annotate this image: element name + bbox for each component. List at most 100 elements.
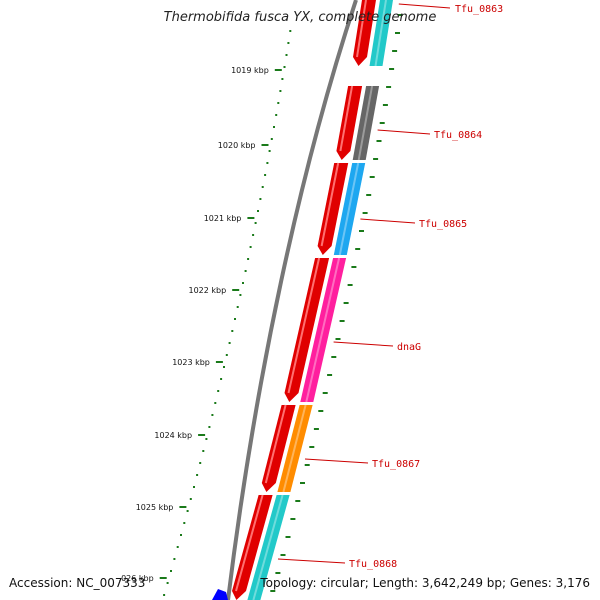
gene-label: Tfu_0865 [419,219,467,230]
outer-tick [351,266,357,268]
tick-dot [264,174,267,176]
outer-tick [369,176,375,178]
kbp-tick [215,361,223,363]
tick-dot [244,270,247,272]
tick-dot [180,534,182,536]
cog-band [369,0,393,66]
gene-label: Tfu_0863 [455,4,503,15]
outer-tick [327,374,333,376]
cds-track [232,0,376,600]
label-leader-line [333,341,394,347]
cds-highlight [320,162,340,247]
kbp-tick-label: 1022 kbp [188,286,226,295]
tick-dot [252,234,255,236]
accession-label: Accession: NC_007333 [9,576,146,590]
cds-highlight [264,404,287,484]
outer-tick [304,464,310,466]
tick-dot [234,318,236,320]
tick-dot [270,138,273,140]
tick-dot [257,210,259,212]
label-leader-line [360,218,416,224]
cog-highlight [374,0,387,67]
cds-highlight [339,85,354,152]
outer-tick [335,338,341,340]
outer-tick [392,50,398,52]
outer-tick [382,104,388,106]
tick-dot [239,294,242,296]
kbp-tick [247,217,255,219]
cds-highlight [235,494,264,592]
tick-dot [223,366,225,368]
kbp-tick [198,434,206,436]
tick-dot [217,390,220,392]
outer-tick [309,446,315,448]
cog-highlight [305,257,341,403]
kbp-tick [159,577,167,579]
tick-dot [202,450,205,452]
outer-tick [386,86,392,88]
tick-dot [163,594,166,596]
kbp-tick-label: .026 kbp [119,574,154,583]
outer-tick [322,392,328,394]
tick-dot [183,522,186,524]
cds-arrow [284,258,330,402]
kbp-tick-label: 1020 kbp [218,141,256,150]
outer-tick [331,356,337,358]
tick-dot [166,582,169,584]
kbp-tick [232,289,240,291]
outer-tick [379,122,385,124]
tick-dot [254,222,257,224]
outer-tick [376,140,382,142]
outer-tick-ring [270,14,403,592]
outer-tick [366,194,372,196]
outer-tick [285,536,291,538]
tick-dot [287,42,290,44]
gene-label: dnaG [397,342,421,353]
kbp-tick-label: 1024 kbp [154,431,192,440]
tick-dot [231,330,234,332]
tick-dot [214,402,217,404]
cds-arrow [232,495,273,600]
tick-dot [266,162,269,164]
kbp-tick-label: 1019 kbp [231,66,269,75]
tick-dot [273,126,275,128]
outer-tick [300,482,305,484]
tick-dot [173,558,176,560]
outer-tick [339,320,345,322]
outer-tick [347,284,353,286]
tick-dot [205,438,208,440]
cds-arrow [261,405,296,492]
cog-track [247,0,393,600]
tick-dot [285,54,288,56]
kbp-tick [261,144,269,146]
tick-dot [228,342,231,344]
genome-title: Thermobifida fusca YX, complete genome [163,10,437,25]
backbone-circle [226,0,358,600]
cds-highlight [287,257,321,394]
tick-dot [196,474,199,476]
tick-dot [277,102,280,104]
kbp-tick [179,506,187,508]
tick-dot [279,90,282,92]
tick-dot [186,510,189,512]
outer-tick [313,428,319,430]
outer-tick [362,212,368,214]
outer-tick [295,500,301,502]
kbp-tick-label: 1023 kbp [172,358,210,367]
tick-dot [211,414,214,416]
tick-dot [199,462,202,464]
outer-tick [270,590,276,592]
tick-dot [225,354,228,356]
outer-tick [275,572,281,574]
cog-highlight [357,85,374,161]
outer-tick [359,230,364,232]
outer-tick [373,158,379,160]
outer-tick [280,554,286,556]
gene-labels: Tfu_0863 Tfu_0864 Tfu_0865 dnaG Tfu_0867 Tfu_… [277,3,503,570]
outer-tick [318,410,324,412]
genome-summary: Topology: circular; Length: 3,642,249 bp… [260,576,590,590]
cog-highlight [282,404,307,493]
cog-band [247,495,290,600]
